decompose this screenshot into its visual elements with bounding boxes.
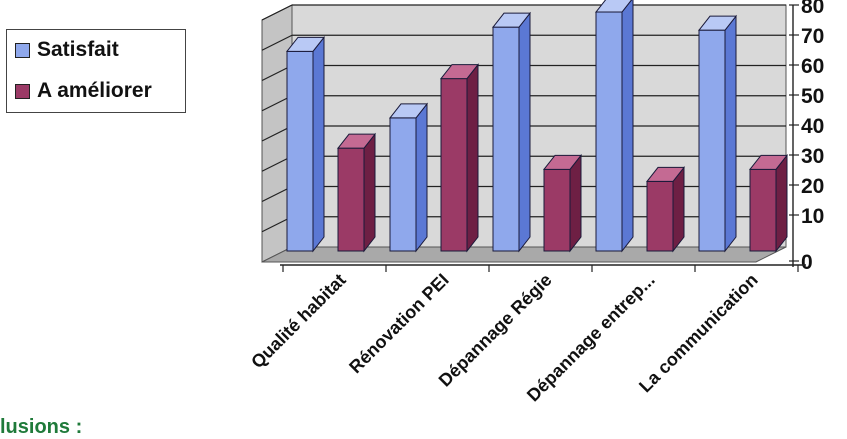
bar-a-améliorer-top	[645, 166, 686, 182]
bar-satisfait-side	[415, 102, 428, 253]
legend-item-a-ameliorer: A améliorer	[15, 79, 152, 103]
bar-satisfait-side	[621, 0, 634, 253]
bar-satisfait-front	[286, 50, 314, 252]
legend-item-satisfait: Satisfait	[15, 38, 119, 62]
y-tick-label: 0	[801, 251, 813, 274]
bar-a-améliorer-front	[646, 180, 674, 252]
bar-a-améliorer-front	[440, 78, 468, 252]
bar-satisfait-front	[389, 117, 417, 252]
y-tick-label: 30	[801, 145, 824, 168]
x-tick-label: La communication	[635, 270, 762, 397]
y-tick-label: 40	[801, 115, 824, 138]
x-tick-label: Rénovation PEI	[345, 270, 453, 378]
y-tick-label: 10	[801, 205, 824, 228]
x-tick-label: Dépannage Régie	[435, 270, 556, 391]
bar-a-améliorer-side	[466, 63, 479, 253]
y-tick-label: 60	[801, 55, 824, 78]
bar-a-améliorer-top	[336, 133, 377, 149]
legend-label-a-ameliorer: A améliorer	[37, 79, 152, 102]
y-tick-label: 20	[801, 175, 824, 198]
bar-satisfait-top	[285, 36, 326, 52]
bar-satisfait-front	[492, 26, 520, 252]
bar-satisfait-front	[595, 11, 623, 252]
bar-a-améliorer-top	[748, 154, 789, 170]
bar-satisfait-top	[491, 12, 532, 28]
legend-swatch-satisfait	[15, 42, 30, 58]
bar-satisfait-top	[594, 0, 633, 13]
legend-swatch-a-ameliorer	[15, 83, 30, 99]
bars	[285, 0, 789, 253]
bar-a-améliorer-front	[337, 147, 365, 252]
y-tick-label: 80	[801, 0, 824, 18]
legend-label-satisfait: Satisfait	[37, 38, 119, 61]
bar-a-améliorer-side	[363, 132, 376, 253]
bar-a-améliorer-side	[569, 153, 582, 253]
bar-satisfait-top	[388, 103, 429, 119]
bar-a-améliorer-top	[439, 64, 480, 80]
bar-satisfait-front	[698, 29, 726, 252]
bar-a-améliorer-front	[543, 168, 571, 252]
bar-satisfait-side	[518, 11, 531, 253]
gridline-side	[261, 4, 293, 21]
footer-text: lusions :	[0, 416, 83, 438]
y-tick-label: 70	[801, 25, 824, 48]
bar-a-améliorer-side	[775, 153, 788, 253]
bar-satisfait-top	[697, 15, 738, 31]
gridline-side	[261, 34, 293, 51]
bar-a-améliorer-top	[542, 154, 583, 170]
bar-satisfait-side	[724, 14, 737, 253]
legend: Satisfait A améliorer	[6, 29, 186, 113]
bar-a-améliorer-front	[749, 168, 777, 252]
x-tick-label: Qualité habitat	[247, 270, 350, 373]
y-tick-label: 50	[801, 85, 824, 108]
bar-satisfait-side	[312, 35, 325, 253]
